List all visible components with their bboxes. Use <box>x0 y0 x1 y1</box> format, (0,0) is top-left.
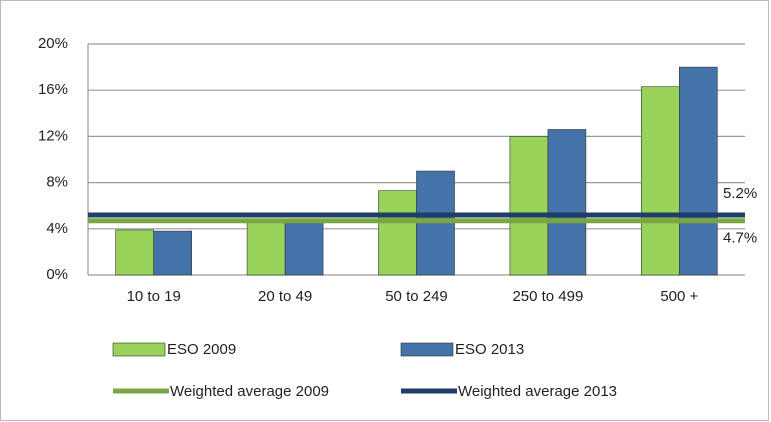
bar <box>678 66 718 276</box>
bar <box>115 229 154 276</box>
y-tick-label: 8% <box>46 174 68 191</box>
y-tick-label: 16% <box>38 81 68 98</box>
bar <box>153 230 192 276</box>
y-tick-label: 12% <box>38 127 68 144</box>
reference-label: 4.7% <box>723 230 757 247</box>
x-tick-label: 500 + <box>660 288 698 305</box>
reference-label: 5.2% <box>723 185 757 202</box>
bar <box>640 86 680 276</box>
y-tick-label: 20% <box>38 35 68 52</box>
x-tick-label: 50 to 249 <box>385 288 448 305</box>
y-tick-label: 0% <box>46 266 68 283</box>
x-tick-label: 10 to 19 <box>127 288 181 305</box>
bar <box>509 136 549 276</box>
x-tick-label: 250 to 499 <box>512 288 583 305</box>
x-tick-label: 20 to 49 <box>258 288 312 305</box>
y-tick-label: 4% <box>46 220 68 237</box>
legend-label: ESO 2013 <box>455 341 524 358</box>
bar <box>246 221 286 276</box>
bar <box>284 221 324 276</box>
legend-label: ESO 2009 <box>167 341 236 358</box>
bar <box>378 190 417 276</box>
bar <box>547 129 587 276</box>
legend-swatch <box>112 342 166 357</box>
legend-label: Weighted average 2009 <box>170 383 329 400</box>
legend-swatch <box>400 342 454 357</box>
legend-label: Weighted average 2013 <box>458 383 617 400</box>
